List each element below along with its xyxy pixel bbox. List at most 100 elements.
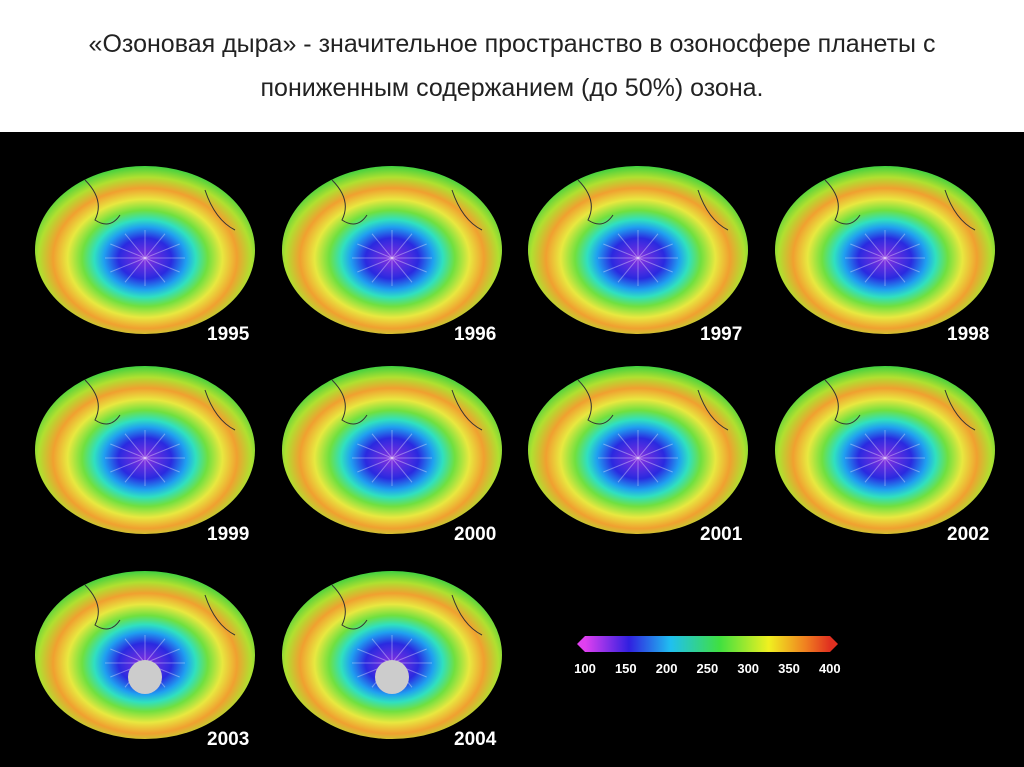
meridian <box>391 257 427 273</box>
colorbar-tick-label: 400 <box>819 661 841 676</box>
meridian <box>884 443 920 459</box>
colorbar-tick-label: 300 <box>737 661 759 676</box>
meridian <box>617 457 639 483</box>
colorbar <box>585 636 830 652</box>
meridian <box>864 457 886 483</box>
colorbar-arrow <box>577 636 585 652</box>
no-data <box>128 660 162 694</box>
ozone-map <box>775 366 995 534</box>
meridian <box>144 257 180 273</box>
meridian <box>110 457 146 473</box>
meridian <box>637 257 659 283</box>
meridian <box>864 433 886 459</box>
meridian <box>144 433 166 459</box>
meridian <box>144 257 166 283</box>
coastline <box>331 179 483 231</box>
ozone-map <box>282 366 502 534</box>
ozone-map <box>775 166 995 334</box>
meridian <box>603 457 639 473</box>
meridian <box>617 433 639 459</box>
coastline <box>577 179 729 231</box>
meridian <box>850 257 886 273</box>
colorbar-tick-label: 150 <box>615 661 637 676</box>
meridian <box>884 257 906 283</box>
ozone-map <box>35 166 255 334</box>
meridian <box>637 457 659 483</box>
meridian <box>357 457 393 473</box>
meridian <box>110 243 146 259</box>
meridian <box>391 257 413 283</box>
meridian <box>884 457 906 483</box>
ozone-map <box>282 166 502 334</box>
meridian <box>110 648 146 664</box>
meridian <box>884 433 906 459</box>
meridian <box>391 443 427 459</box>
coastline <box>84 379 236 431</box>
meridian <box>884 233 906 259</box>
meridian <box>124 638 146 664</box>
meridian <box>144 443 180 459</box>
meridian <box>371 233 393 259</box>
meridian <box>637 233 659 259</box>
meridian <box>124 433 146 459</box>
meridian <box>357 443 393 459</box>
ozone-map <box>528 366 748 534</box>
year-label: 2002 <box>947 524 989 545</box>
meridian <box>391 638 413 664</box>
meridian <box>110 257 146 273</box>
meridian <box>637 433 659 459</box>
meridian <box>391 243 427 259</box>
meridian <box>850 457 886 473</box>
coastline <box>331 379 483 431</box>
meridian <box>884 457 920 473</box>
meridian <box>391 648 427 664</box>
colorbar-tick-label: 200 <box>656 661 678 676</box>
meridian <box>144 243 180 259</box>
meridian <box>637 457 673 473</box>
meridian <box>144 457 166 483</box>
meridian <box>371 257 393 283</box>
meridian <box>864 257 886 283</box>
ozone-map <box>528 166 748 334</box>
ozone-map <box>35 366 255 534</box>
no-data <box>375 660 409 694</box>
colorbar-tick-label: 350 <box>778 661 800 676</box>
year-label: 2001 <box>700 524 743 545</box>
year-label: 1998 <box>947 324 989 345</box>
meridian <box>603 243 639 259</box>
year-label: 1999 <box>207 524 249 545</box>
meridian <box>864 233 886 259</box>
meridian <box>124 257 146 283</box>
meridian <box>357 257 393 273</box>
meridian <box>371 457 393 483</box>
meridian <box>371 433 393 459</box>
coastline <box>84 179 236 231</box>
meridian <box>144 233 166 259</box>
meridian <box>637 257 673 273</box>
coastline <box>577 379 729 431</box>
meridian <box>391 457 427 473</box>
meridian <box>637 243 673 259</box>
meridian <box>603 257 639 273</box>
meridian <box>391 433 413 459</box>
meridian <box>850 443 886 459</box>
year-label: 1995 <box>207 324 250 345</box>
year-label: 1997 <box>700 324 742 345</box>
meridian <box>603 443 639 459</box>
meridian <box>357 243 393 259</box>
header: «Озоновая дыра» - значительное пространс… <box>0 0 1024 132</box>
year-label: 2004 <box>454 729 497 750</box>
meridian <box>391 457 413 483</box>
meridian <box>884 257 920 273</box>
meridian <box>884 243 920 259</box>
coastline <box>84 584 236 636</box>
meridian <box>124 233 146 259</box>
meridian <box>637 443 673 459</box>
meridian <box>357 648 393 664</box>
title-line: пониженным содержанием (до 50%) озона. <box>260 74 764 102</box>
coastline <box>824 179 976 231</box>
meridian <box>371 638 393 664</box>
colorbar-tick-label: 100 <box>574 661 596 676</box>
